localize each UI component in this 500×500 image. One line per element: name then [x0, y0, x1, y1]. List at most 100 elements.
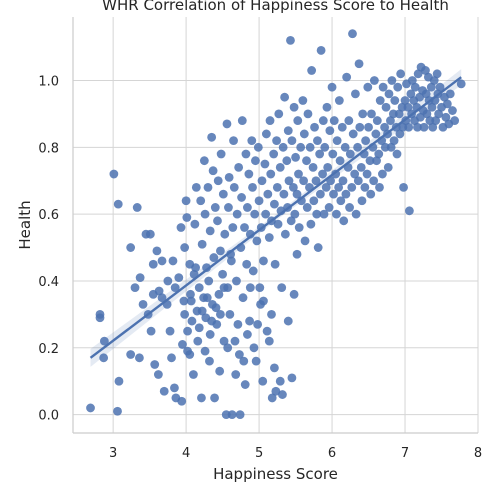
- data-point: [130, 283, 140, 293]
- data-point: [232, 209, 242, 219]
- data-point: [231, 370, 241, 379]
- x-tick-label: 4: [182, 446, 190, 461]
- data-point: [277, 283, 287, 293]
- regression-line: [89, 76, 462, 359]
- data-point: [245, 283, 255, 293]
- data-point: [280, 229, 290, 239]
- data-point: [269, 149, 279, 159]
- data-point: [165, 326, 175, 336]
- data-point: [226, 256, 236, 266]
- data-point: [435, 82, 445, 92]
- data-point: [372, 156, 381, 166]
- data-point: [150, 360, 160, 369]
- x-tick-label: 8: [474, 446, 482, 461]
- data-point: [389, 136, 399, 146]
- data-point: [351, 89, 360, 99]
- data-point: [208, 166, 218, 176]
- data-point: [300, 236, 310, 246]
- x-axis-label: Happiness Score: [213, 465, 338, 483]
- data-point: [249, 343, 259, 353]
- data-point: [225, 309, 235, 319]
- data-point: [378, 169, 387, 179]
- data-point: [372, 116, 382, 125]
- data-point: [320, 142, 330, 152]
- data-point: [219, 336, 229, 346]
- data-point: [262, 326, 272, 336]
- data-point: [280, 92, 290, 102]
- data-point: [207, 299, 217, 309]
- data-point: [200, 209, 210, 219]
- data-point: [176, 223, 186, 232]
- data-point: [185, 350, 195, 359]
- data-point: [223, 343, 233, 353]
- data-point: [177, 396, 187, 406]
- data-point: [328, 149, 338, 159]
- data-point: [340, 142, 350, 152]
- data-point: [213, 176, 223, 186]
- data-point: [179, 296, 189, 306]
- data-point: [174, 273, 184, 283]
- data-point: [426, 82, 436, 92]
- data-point: [329, 189, 338, 199]
- data-point: [405, 206, 414, 216]
- data-point: [228, 223, 238, 232]
- data-point: [254, 196, 264, 206]
- data-point: [355, 122, 365, 132]
- data-point: [289, 102, 299, 112]
- data-point: [375, 96, 385, 105]
- data-point: [135, 273, 145, 283]
- x-tick-label: 6: [328, 446, 336, 461]
- data-point: [170, 283, 180, 293]
- data-point: [287, 373, 297, 383]
- data-point: [272, 183, 282, 192]
- data-point: [383, 162, 393, 172]
- data-point: [109, 169, 119, 179]
- data-point: [146, 326, 156, 336]
- data-point: [234, 350, 244, 359]
- data-point: [445, 89, 455, 99]
- data-point: [292, 189, 302, 199]
- data-point: [232, 276, 241, 286]
- data-point: [191, 183, 201, 192]
- y-tick-label: 0.2: [38, 342, 59, 357]
- data-point: [336, 196, 346, 206]
- data-point: [250, 209, 260, 219]
- data-point: [278, 390, 287, 399]
- data-point: [258, 376, 268, 386]
- data-point: [267, 393, 277, 403]
- data-point: [275, 376, 285, 386]
- data-point: [294, 169, 303, 179]
- data-point: [157, 293, 167, 303]
- data-point: [168, 256, 178, 266]
- data-point: [448, 106, 457, 115]
- data-point: [270, 363, 279, 373]
- data-point: [197, 239, 207, 249]
- data-point: [183, 326, 192, 336]
- data-point: [292, 249, 302, 259]
- data-point: [356, 162, 366, 172]
- data-point: [288, 183, 298, 192]
- data-point: [170, 383, 179, 393]
- data-point: [99, 353, 109, 363]
- data-point: [375, 183, 384, 192]
- data-point: [197, 306, 207, 316]
- data-point: [415, 92, 425, 102]
- data-point: [274, 109, 284, 119]
- chart-title: WHR Correlation of Happiness Score to He…: [102, 0, 449, 14]
- data-point: [338, 176, 348, 186]
- data-point: [126, 243, 136, 252]
- y-tick-label: 0.4: [38, 275, 59, 290]
- data-point: [422, 109, 432, 119]
- data-point: [202, 293, 212, 303]
- data-point: [207, 132, 217, 142]
- data-point: [294, 223, 304, 232]
- data-point: [339, 216, 349, 226]
- data-point: [384, 89, 394, 99]
- data-point: [275, 162, 285, 172]
- data-point: [283, 316, 293, 326]
- data-point: [324, 203, 334, 212]
- data-point: [394, 109, 404, 119]
- data-point: [360, 183, 370, 192]
- data-point: [387, 76, 397, 85]
